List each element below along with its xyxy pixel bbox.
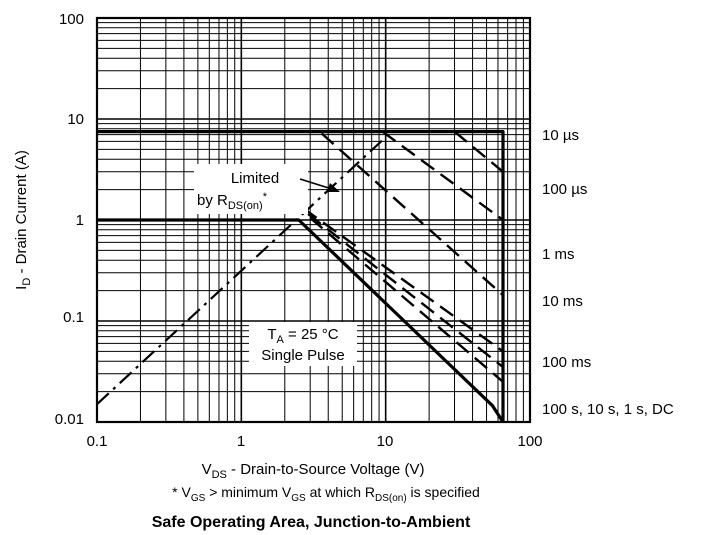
y-tick-label: 1 (76, 212, 84, 229)
soa-curve-4 (307, 212, 505, 422)
soa-curve-5 (309, 216, 505, 422)
y-axis-title: ID - Drain Current (A) (13, 150, 33, 290)
footnote: * VGS > minimum VGS at which RDS(on) is … (172, 484, 480, 504)
curve-label-10us: 10 µs (542, 127, 579, 144)
y-tick-label: 100 (59, 11, 84, 28)
curve-label-100us: 100 µs (542, 181, 587, 198)
y-tick-label: 0.01 (55, 411, 84, 428)
rds-limit-label-line1: Limited (231, 170, 279, 187)
soa-extra-dashed-line (453, 130, 504, 173)
soa-curve-6 (97, 218, 505, 423)
curve-label-100ms: 100 ms (542, 354, 591, 371)
rds-limit-label-line2: by RDS(on)* (197, 191, 268, 212)
curves (96, 130, 505, 423)
conditions-box (249, 322, 357, 366)
soa-curve-2 (381, 130, 505, 422)
x-tick-label: 0.1 (87, 433, 108, 450)
soa-curve-0 (96, 136, 387, 406)
x-tick-label: 1 (237, 433, 245, 450)
curve-label-dc: 100 s, 10 s, 1 s, DC (542, 401, 674, 418)
rds-limit-arrowhead (327, 183, 340, 192)
x-axis-title: VDS - Drain-to-Source Voltage (V) (202, 461, 425, 481)
chart-caption: Safe Operating Area, Junction-to-Ambient (152, 514, 471, 531)
y-tick-label: 10 (67, 111, 84, 128)
conditions-line2: Single Pulse (261, 347, 344, 364)
plot-frame (95, 16, 532, 424)
x-tick-label: 10 (377, 433, 394, 450)
rds-limit-box (194, 164, 308, 214)
x-tick-label: 100 (517, 433, 542, 450)
curve-label-1ms: 1 ms (542, 246, 575, 263)
conditions-line1: TA = 25 °C (267, 326, 338, 346)
soa-curve-3 (302, 207, 505, 422)
soa-extra-dashed-line (320, 132, 504, 297)
y-tick-label: 0.1 (63, 309, 84, 326)
curve-label-10ms: 10 ms (542, 293, 583, 310)
